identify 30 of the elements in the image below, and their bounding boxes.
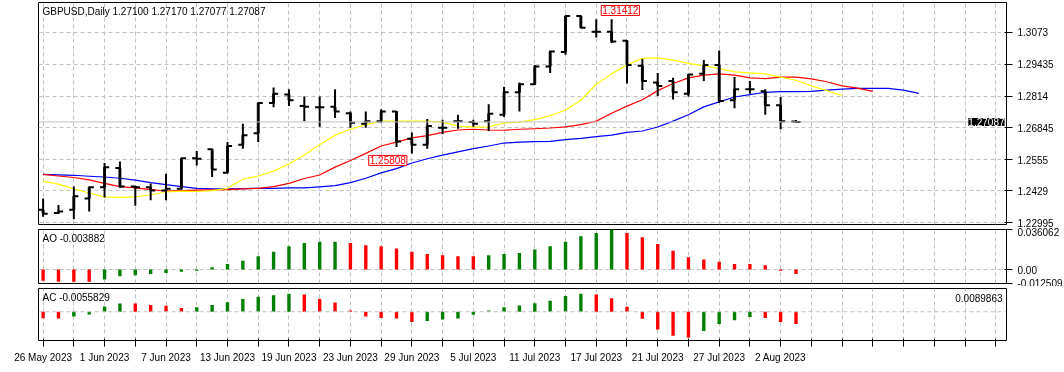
x-tick-label: 17 Jul 2023 xyxy=(570,351,623,363)
ref-line-label: 1.27087 xyxy=(968,116,1005,128)
y-tick-label: 1.3073 xyxy=(1017,27,1049,39)
y-tick-label: 1.2555 xyxy=(1017,154,1049,166)
x-tick-label: 5 Jul 2023 xyxy=(450,351,497,363)
x-tick-label: 1 Jun 2023 xyxy=(79,351,130,363)
y-tick-label: 1.29435 xyxy=(1017,59,1055,71)
x-tick-label: 19 Jun 2023 xyxy=(261,351,317,363)
y-tick-label: 1.22995 xyxy=(1017,217,1055,229)
y-tick-label: 1.2429 xyxy=(1017,185,1049,197)
x-tick-label: 2 Aug 2023 xyxy=(755,351,807,363)
y-tick-label: 1.26845 xyxy=(1017,122,1055,134)
x-tick-label: 21 Jul 2023 xyxy=(631,351,685,363)
annotation: 1.25808 xyxy=(369,155,407,167)
x-tick-label: 23 Jun 2023 xyxy=(322,351,379,363)
x-tick-label: 27 Jul 2023 xyxy=(693,351,746,363)
y-tick-label: -0.012509 xyxy=(1017,277,1063,289)
x-tick-label: 11 Jul 2023 xyxy=(509,351,561,363)
y-tick-label: 0.036062 xyxy=(1017,226,1060,238)
x-tick-label: 13 Jun 2023 xyxy=(199,351,256,363)
chart-title: AO -0.003882 xyxy=(42,232,106,244)
y-tick-label: 0.00 xyxy=(1017,264,1038,276)
x-tick-label: 7 Jun 2023 xyxy=(141,351,192,363)
annotation: 1.31412 xyxy=(602,5,639,17)
chart-title: GBPUSD,Daily 1.27100 1.27170 1.27077 1.27087 xyxy=(42,5,266,17)
chart-title: AC -0.0055829 xyxy=(42,291,111,303)
y-tick-label: 1.2814 xyxy=(1017,91,1049,103)
x-tick-label: 29 Jun 2023 xyxy=(384,351,440,363)
x-tick-label: 26 May 2023 xyxy=(14,351,73,363)
annotation: 0.0089863 xyxy=(955,292,1003,304)
